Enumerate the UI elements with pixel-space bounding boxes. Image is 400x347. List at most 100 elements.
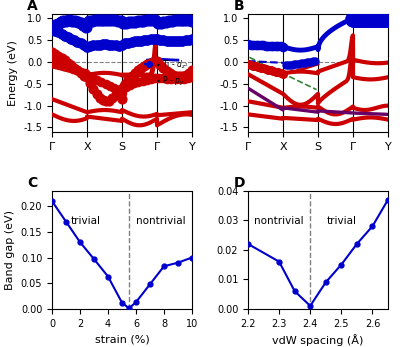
Point [112,18,118,23]
Text: nontrivial: nontrivial [254,216,303,226]
Point [166,38,173,44]
Point [267,68,274,73]
Point [106,98,112,103]
Point [379,16,385,22]
Point [362,16,368,22]
Point [380,16,387,22]
Point [112,92,119,98]
Point [137,18,144,24]
Point [100,17,107,22]
Point [58,55,65,61]
Point [139,78,146,84]
Point [179,73,186,79]
Point [149,17,155,23]
Point [93,91,100,97]
Point [308,59,314,65]
Point [125,40,132,45]
Point [245,42,251,47]
Point [103,42,109,47]
Point [57,20,64,25]
Point [280,44,286,49]
Point [182,72,189,77]
Point [49,50,55,55]
Point [180,76,187,82]
Point [257,65,264,70]
Point [382,16,388,22]
Point [154,58,160,64]
Point [120,20,127,26]
Point [186,70,192,75]
Point [372,16,378,22]
Point [189,67,195,73]
Point [81,42,87,48]
Point [144,77,150,83]
Point [90,43,96,48]
Point [141,37,148,43]
Point [94,17,101,23]
Point [304,60,310,65]
Point [68,62,74,68]
Point [364,16,371,22]
Point [117,19,124,24]
Point [148,60,154,66]
Point [312,58,318,64]
Point [52,23,58,28]
Point [122,81,128,87]
Point [52,51,58,57]
Point [157,62,163,67]
Point [252,64,259,69]
Point [146,17,152,23]
Point [138,66,144,71]
Point [66,18,72,23]
Y-axis label: Energy (eV): Energy (eV) [8,40,18,106]
X-axis label: vdW spacing (Å): vdW spacing (Å) [272,334,364,346]
Point [49,24,55,30]
Point [123,85,129,90]
Point [144,37,151,43]
Point [272,69,279,75]
Point [148,37,154,42]
Point [189,18,195,24]
Point [128,39,135,45]
Point [60,19,67,24]
Point [247,42,254,48]
Point [255,64,261,70]
Point [62,33,68,38]
Point [58,31,65,37]
Point [275,70,281,75]
Point [55,29,62,35]
Point [106,84,113,89]
Point [291,61,297,67]
Point [82,71,88,76]
Point [163,68,170,74]
Point [98,79,105,85]
Point [116,43,122,49]
Point [80,22,87,28]
Point [119,43,125,48]
Text: B: B [234,0,245,13]
Point [174,17,181,23]
Point [69,66,76,71]
Point [374,16,381,22]
Point [83,24,90,29]
Point [140,18,147,23]
Point [74,39,81,45]
Text: trivial: trivial [70,216,100,226]
Point [106,17,112,23]
Point [173,38,179,44]
Point [255,42,261,48]
Point [170,38,176,44]
Point [109,17,115,23]
Point [78,41,84,46]
Point [285,62,291,68]
Point [383,16,390,22]
Point [92,18,98,23]
Point [293,61,300,67]
Point [262,43,269,48]
Point [53,60,59,65]
Point [77,20,84,26]
Point [71,37,78,43]
Point [252,42,259,48]
Point [189,75,195,80]
Point [152,17,158,23]
